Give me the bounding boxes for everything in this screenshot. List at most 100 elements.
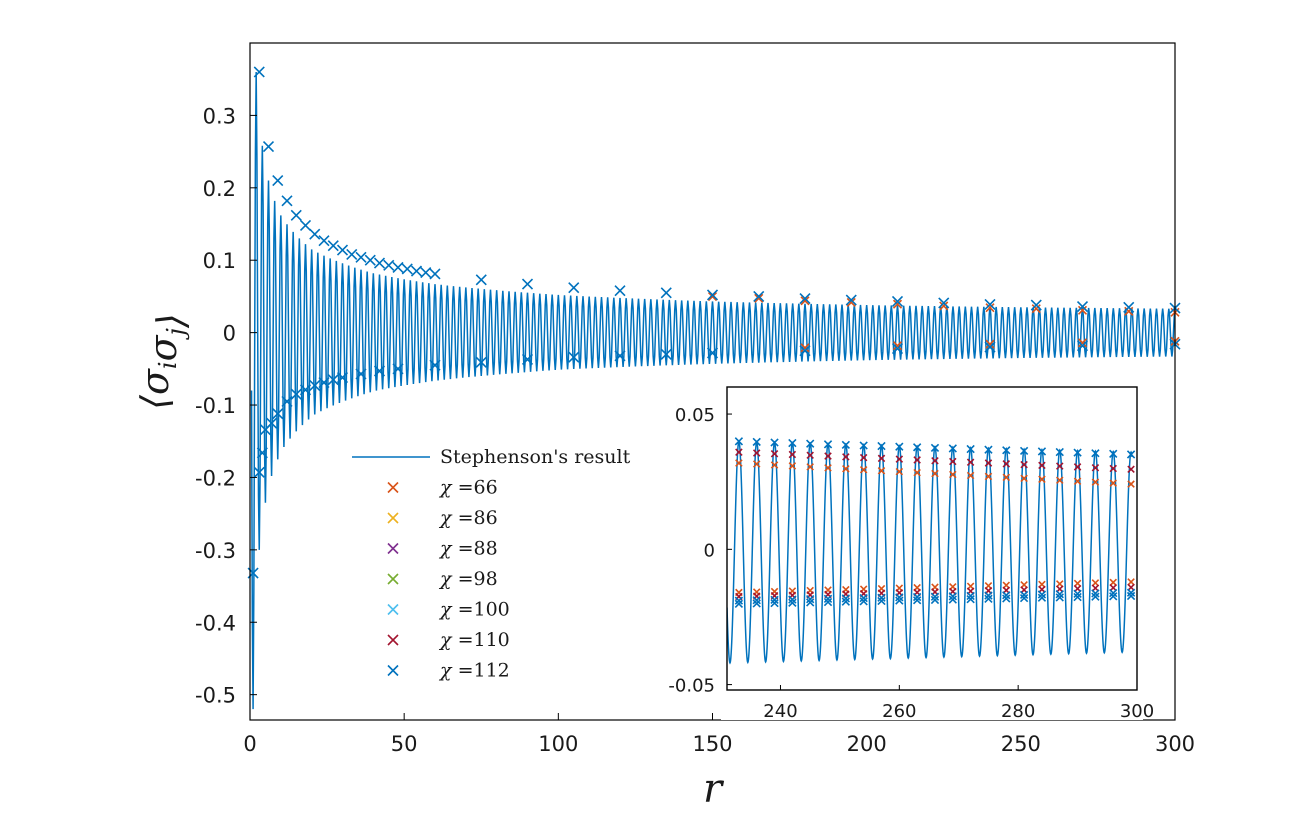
- marker-chi112: [891, 342, 904, 355]
- marker-chi112: [256, 447, 268, 459]
- inset-marker-chi110: [859, 453, 868, 462]
- inset-marker-chi110: [931, 456, 939, 465]
- inset-x-tick-label: 280: [1001, 701, 1035, 722]
- y-tick-label: -0.3: [195, 539, 236, 563]
- inset-marker-chi110: [913, 456, 921, 464]
- inset-marker-chi110: [752, 449, 761, 457]
- marker-chi112: [309, 379, 321, 392]
- y-axis-label-part: σ: [133, 368, 177, 395]
- inset-marker-chi112: [1055, 447, 1064, 457]
- inset-marker-chi66: [788, 462, 797, 470]
- inset-marker-chi112: [877, 441, 886, 451]
- marker-chi112: [309, 228, 321, 240]
- marker-chi112: [475, 274, 487, 286]
- legend-chi-symbol: χ: [438, 477, 458, 499]
- legend-marker-chi110: [387, 634, 399, 646]
- marker-chi112: [253, 466, 265, 478]
- marker-chi112: [429, 359, 441, 371]
- inset-marker-chi112: [948, 595, 957, 604]
- inset-marker-chi112: [806, 598, 815, 607]
- inset-y-tick-label: 0: [704, 540, 715, 561]
- marker-chi112: [568, 351, 580, 363]
- marker-chi112: [318, 235, 330, 247]
- legend-chi-symbol: χ: [438, 599, 458, 621]
- inset-marker-chi66: [1109, 479, 1117, 487]
- y-tick-label: -0.2: [195, 466, 236, 490]
- marker-chi112: [299, 219, 312, 232]
- marker-chi112: [281, 395, 293, 407]
- marker-chi112: [984, 341, 996, 353]
- marker-chi66: [1124, 306, 1134, 316]
- marker-chi112: [706, 289, 719, 301]
- inset-marker-chi112: [1037, 593, 1047, 602]
- inset-marker-chi66: [1055, 476, 1064, 485]
- legend-marker-chi88: [387, 542, 399, 555]
- inset-axes-frame: [726, 386, 1138, 691]
- inset-marker-chi112: [1002, 446, 1011, 455]
- inset-marker-chi112: [1091, 592, 1100, 601]
- inset-marker-chi112: [770, 598, 779, 608]
- inset-marker-chi110: [842, 453, 850, 461]
- inset-marker-chi112: [1037, 447, 1047, 456]
- inset-marker-chi112: [734, 596, 744, 605]
- marker-chi112: [299, 384, 312, 396]
- legend-label: χ =100: [438, 599, 510, 621]
- marker-chi112: [383, 259, 395, 271]
- marker-chi112: [355, 251, 367, 263]
- legend-marker-chi100: [387, 603, 399, 616]
- marker-chi112: [753, 290, 765, 302]
- inset-marker-chi112: [841, 594, 851, 603]
- inset-marker-chi66: [984, 472, 993, 481]
- y-tick-label: 0: [223, 322, 236, 346]
- legend-chi-symbol: χ: [438, 568, 458, 590]
- inset-marker-chi66: [1127, 480, 1135, 488]
- marker-chi112: [290, 388, 302, 400]
- marker-chi112: [799, 345, 811, 357]
- inset-marker-chi110: [1002, 460, 1011, 468]
- inset-marker-chi112: [1037, 590, 1047, 599]
- marker-chi66: [754, 293, 764, 303]
- marker-chi112: [799, 293, 811, 305]
- marker-chi66: [892, 341, 903, 351]
- inset-marker-chi66: [1002, 473, 1011, 482]
- inset-marker-chi112: [788, 438, 797, 448]
- inset-marker-chi112: [1019, 590, 1029, 600]
- inset-marker-chi110: [806, 451, 814, 460]
- marker-chi112: [253, 66, 265, 78]
- y-axis-label-part: ⟨: [133, 394, 177, 410]
- marker-chi112: [262, 140, 275, 153]
- inset-y-tick-label: -0.05: [668, 676, 715, 697]
- inset-marker-chi112: [895, 442, 904, 451]
- inset-marker-chi112: [806, 595, 815, 604]
- inset-marker-chi110: [966, 458, 975, 467]
- inset-marker-chi112: [823, 440, 833, 449]
- inset-marker-chi66: [735, 459, 743, 467]
- marker-chi112: [614, 350, 626, 362]
- inset-marker-chi112: [770, 595, 779, 605]
- legend-label: χ =86: [438, 507, 498, 529]
- marker-chi112: [364, 254, 376, 266]
- marker-chi112: [355, 368, 367, 380]
- inset-stephenson-curve: [727, 439, 1133, 665]
- inset-marker-chi110: [1055, 462, 1064, 470]
- marker-chi112: [290, 209, 302, 221]
- marker-chi66: [939, 301, 949, 311]
- marker-chi112: [373, 365, 386, 377]
- legend-chi-value: =112: [458, 660, 510, 682]
- marker-chi112: [475, 356, 487, 368]
- inset-marker-chi66: [824, 464, 832, 472]
- inset-x-tick-label: 300: [1120, 701, 1154, 722]
- inset-marker-chi112: [859, 597, 868, 606]
- y-axis-label: ⟨σiσj⟩: [133, 313, 193, 410]
- inset-marker-chi110: [984, 459, 993, 467]
- marker-chi112: [272, 408, 284, 420]
- inset-marker-chi112: [752, 596, 761, 605]
- marker-chi112: [1030, 299, 1042, 311]
- inset-marker-chi112: [984, 591, 993, 600]
- inset-marker-chi110: [1091, 463, 1100, 472]
- inset-marker-chi66: [859, 465, 868, 474]
- legend-chi-symbol: χ: [438, 507, 458, 529]
- inset-marker-chi66: [1091, 478, 1100, 486]
- inset-marker-chi112: [1019, 593, 1029, 603]
